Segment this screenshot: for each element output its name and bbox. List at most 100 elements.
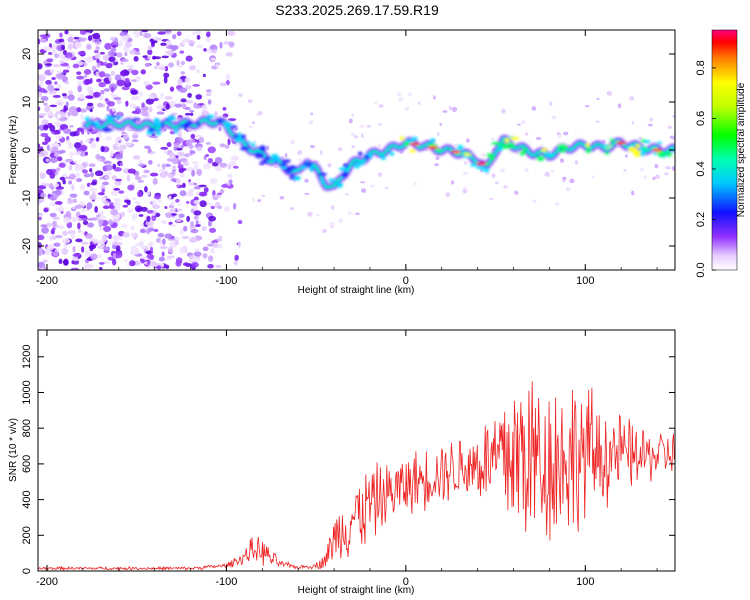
y-tick-label: 0 (21, 568, 33, 574)
noise-speckle (210, 248, 215, 255)
noise-speckle (167, 255, 175, 259)
ridge-hotspot (476, 161, 487, 166)
noise-speckle (75, 172, 81, 179)
noise-speckle (139, 30, 143, 37)
noise-speckle (145, 98, 154, 105)
noise-speckle (110, 190, 119, 196)
noise-speckle (187, 182, 195, 186)
noise-speckle (643, 175, 647, 180)
noise-speckle (219, 82, 228, 87)
bottom-x-axis: -200 -100 0 100 (36, 330, 658, 588)
noise-speckle (574, 160, 579, 165)
noise-speckle (139, 256, 147, 260)
noise-speckle (62, 128, 72, 134)
noise-speckle (265, 145, 270, 151)
noise-speckle (563, 131, 569, 136)
noise-speckle (153, 194, 161, 200)
noise-speckle (181, 235, 190, 240)
noise-speckle (55, 135, 63, 140)
noise-speckle (50, 229, 56, 235)
noise-speckle (565, 186, 571, 192)
noise-speckle (179, 229, 184, 235)
noise-speckle (206, 243, 216, 247)
noise-speckle (40, 224, 48, 228)
noise-speckle (171, 157, 180, 165)
noise-speckle (569, 178, 575, 184)
noise-speckle (42, 259, 48, 263)
noise-speckle (63, 217, 71, 224)
noise-speckle (162, 238, 166, 245)
noise-speckle (61, 248, 69, 255)
noise-speckle (164, 206, 168, 210)
noise-speckle (160, 219, 168, 225)
noise-speckle (196, 168, 203, 176)
ridge-blob (154, 122, 163, 127)
noise-speckle (253, 140, 257, 143)
noise-speckle (297, 158, 302, 162)
noise-speckle (191, 161, 199, 164)
noise-speckle (188, 179, 192, 183)
noise-speckle (145, 84, 153, 91)
noise-speckle (56, 156, 63, 162)
ridge-blob (338, 166, 348, 172)
noise-speckle (617, 103, 622, 109)
ridge-blob (540, 148, 549, 152)
noise-speckle (93, 50, 99, 54)
noise-speckle (100, 145, 105, 153)
noise-speckle (135, 248, 140, 255)
noise-speckle (61, 93, 67, 97)
noise-speckle (130, 225, 135, 231)
noise-speckle (145, 220, 154, 227)
noise-speckle (316, 213, 320, 217)
noise-speckle (649, 117, 653, 122)
noise-speckle (134, 200, 141, 205)
noise-speckle (184, 153, 190, 158)
noise-speckle (195, 224, 201, 228)
noise-speckle (205, 89, 212, 93)
noise-speckle (146, 56, 152, 59)
x-tick-label: 100 (576, 576, 594, 588)
noise-speckle (38, 242, 43, 249)
noise-speckle (224, 206, 230, 213)
ridge-blob (246, 140, 252, 145)
noise-speckle (104, 171, 112, 176)
noise-speckle (55, 207, 60, 211)
noise-speckle (111, 244, 117, 250)
noise-speckle (304, 178, 309, 183)
ridge-blob (259, 160, 268, 165)
noise-speckle (126, 200, 131, 206)
noise-speckle (238, 93, 243, 97)
ridge-blob (399, 136, 405, 141)
ridge-blob (558, 149, 566, 154)
noise-speckle (73, 198, 77, 204)
noise-speckle (501, 108, 506, 114)
noise-speckle (38, 74, 46, 82)
noise-speckle (99, 241, 105, 248)
noise-speckle (41, 226, 49, 234)
noise-speckle (289, 207, 295, 210)
noise-speckle (466, 138, 470, 143)
noise-speckle (87, 86, 94, 90)
noise-speckle (130, 232, 136, 238)
noise-speckle (404, 106, 410, 112)
noise-speckle (71, 217, 77, 223)
noise-speckle (135, 75, 141, 82)
ridge-blob (320, 179, 325, 184)
ridge-blob (609, 138, 615, 143)
noise-speckle (159, 171, 168, 179)
ridge-blob (184, 121, 191, 125)
noise-speckle (193, 210, 202, 216)
noise-speckle (140, 69, 146, 75)
noise-speckle (671, 166, 675, 171)
noise-speckle (111, 235, 120, 240)
noise-speckle (130, 90, 138, 95)
ridge-blob (259, 145, 266, 151)
ridge-blob (254, 152, 264, 159)
ridge-blob (148, 127, 156, 132)
noise-speckle (237, 241, 241, 248)
noise-speckle (417, 101, 421, 105)
y-tick-label: -10 (21, 190, 33, 206)
noise-speckle (56, 116, 60, 122)
noise-speckle (102, 205, 110, 210)
noise-speckle (65, 158, 74, 163)
